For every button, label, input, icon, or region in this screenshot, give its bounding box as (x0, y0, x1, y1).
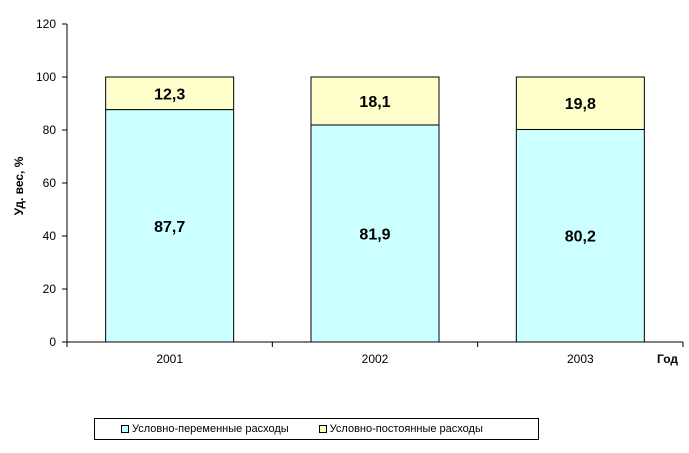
y-tick-label: 0 (49, 335, 56, 349)
data-label-fixed-2001: 12,3 (154, 86, 185, 103)
bar-segment-variable-2001 (105, 109, 235, 343)
x-axis: 2001 2002 2003 (66, 341, 684, 366)
data-label-variable-2001: 87,7 (154, 219, 185, 236)
y-tick-label: 60 (43, 176, 57, 190)
bar-segment-fixed-2001 (105, 76, 235, 111)
legend-label-fixed: Условно-постоянные расходы (329, 423, 483, 435)
y-tick-label: 120 (36, 17, 56, 31)
data-label-variable-2002: 81,9 (359, 226, 390, 243)
x-tick-label: 2002 (362, 352, 389, 366)
data-label-fixed-2003: 19,8 (565, 96, 596, 113)
bar-segment-variable-2003 (515, 128, 645, 343)
legend-swatch-variable (121, 425, 129, 433)
data-labels: 87,7 12,3 81,9 18,1 80,2 19,8 (154, 86, 596, 245)
legend-item-variable: Условно-переменные расходы (121, 423, 289, 435)
bar-segment-fixed-2003 (515, 76, 645, 130)
bar-segment-fixed-2002 (310, 76, 440, 126)
legend: Условно-переменные расходы Условно-посто… (94, 418, 539, 440)
bars (105, 76, 645, 343)
data-label-fixed-2002: 18,1 (359, 94, 390, 111)
legend-swatch-fixed (318, 425, 327, 433)
y-tick-label: 40 (43, 229, 57, 243)
data-label-variable-2003: 80,2 (565, 229, 596, 246)
y-axis: 0 20 40 60 80 100 120 (36, 17, 68, 349)
y-axis-title: Уд. вес, % (12, 156, 26, 215)
legend-label-variable: Условно-переменные расходы (132, 423, 289, 435)
x-axis-title: Год (657, 352, 678, 366)
x-tick-label: 2003 (567, 352, 594, 366)
y-tick-label: 80 (43, 123, 57, 137)
x-tick-label: 2001 (156, 352, 183, 366)
y-tick-label: 20 (43, 282, 57, 296)
legend-item-fixed: Условно-постоянные расходы (318, 423, 483, 435)
bar-segment-variable-2002 (310, 124, 440, 343)
y-tick-label: 100 (36, 70, 56, 84)
